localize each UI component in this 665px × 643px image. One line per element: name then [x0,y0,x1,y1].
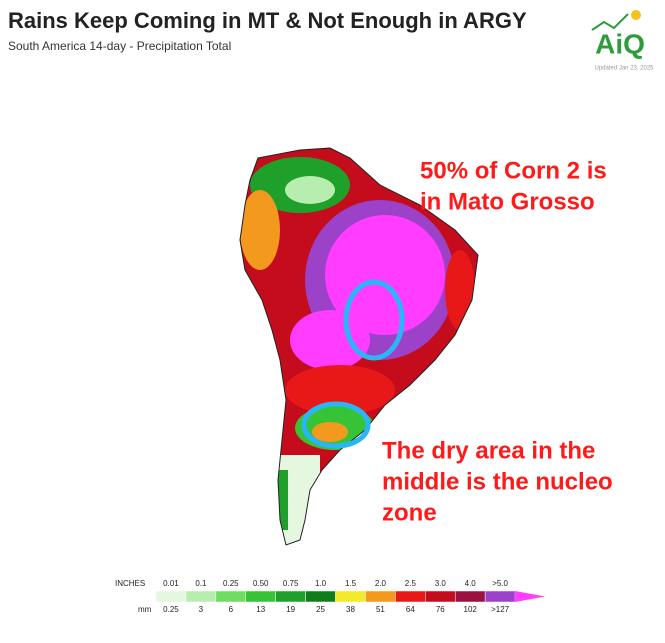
legend-swatch [395,590,426,603]
highlight-mato-grosso [343,279,405,361]
legend-inches-label: >5.0 [492,579,508,588]
legend-swatch [245,590,276,603]
legend-swatch [484,590,516,603]
legend-swatch [454,590,486,603]
legend-inches-label: 2.0 [375,579,387,588]
legend-mm-label: 64 [406,605,415,614]
legend-mm-label: 51 [376,605,385,614]
map-region [278,470,288,530]
annotation: 50% of Corn 2 is [420,157,607,184]
legend-mm-label: 6 [229,605,234,614]
legend-inches-label: 4.0 [465,579,477,588]
legend-mm-label: 0.25 [163,605,179,614]
legend-swatch [275,590,306,603]
map-region [240,190,280,270]
legend-swatch [305,590,336,603]
map-region [312,422,348,442]
map-region [270,455,320,545]
map-region [325,215,445,335]
logo-text: AiQ [595,28,645,59]
annotation: zone [382,499,437,526]
map-region [285,176,335,204]
legend-inches-label: 0.25 [223,579,239,588]
logo-line [591,13,629,31]
logo: AiQ Updated Jan 23, 2025 [591,10,654,72]
legend-inches-label: 2.5 [405,579,417,588]
legend-swatch [335,590,366,603]
legend-inches-title: INCHES [115,579,145,588]
legend-mm-label: 25 [316,605,325,614]
legend-mm-label: >127 [491,605,510,614]
legend-mm-title: mm [138,605,152,614]
annotation: middle is the nucleo [382,468,613,495]
legend-mm-label: 102 [464,605,478,614]
legend-mm-label: 3 [199,605,204,614]
legend-inches-label: 1.5 [345,579,357,588]
legend-inches-label: 3.0 [435,579,447,588]
map-region [290,310,370,370]
legend-inches-label: 0.01 [163,579,179,588]
subtitle: South America 14-day - Precipitation Tot… [8,39,231,53]
annotation: in Mato Grosso [420,188,595,215]
legend-swatch [155,590,187,603]
title: Rains Keep Coming in MT & Not Enough in … [8,8,527,33]
highlight-nucleo [301,401,371,449]
legend-inches-label: 0.1 [195,579,207,588]
legend-mm-label: 76 [436,605,445,614]
legend-inches-label: 0.50 [253,579,269,588]
legend-inches-label: 0.75 [283,579,299,588]
legend-swatch [365,590,396,603]
legend-swatch [185,590,217,603]
logo-sun [631,10,641,20]
legend-inches-label: 1.0 [315,579,327,588]
legend-swatch [425,590,456,603]
coastline [239,147,479,546]
legend-mm-label: 13 [256,605,265,614]
map-region [285,365,395,415]
updated-date: Updated Jan 23, 2025 [594,66,654,72]
annotation: The dry area in the [382,437,595,464]
map-region [445,250,475,330]
legend-swatch [515,591,545,602]
legend-swatch [215,590,247,603]
legend-mm-label: 38 [346,605,355,614]
legend-mm-label: 19 [286,605,295,614]
